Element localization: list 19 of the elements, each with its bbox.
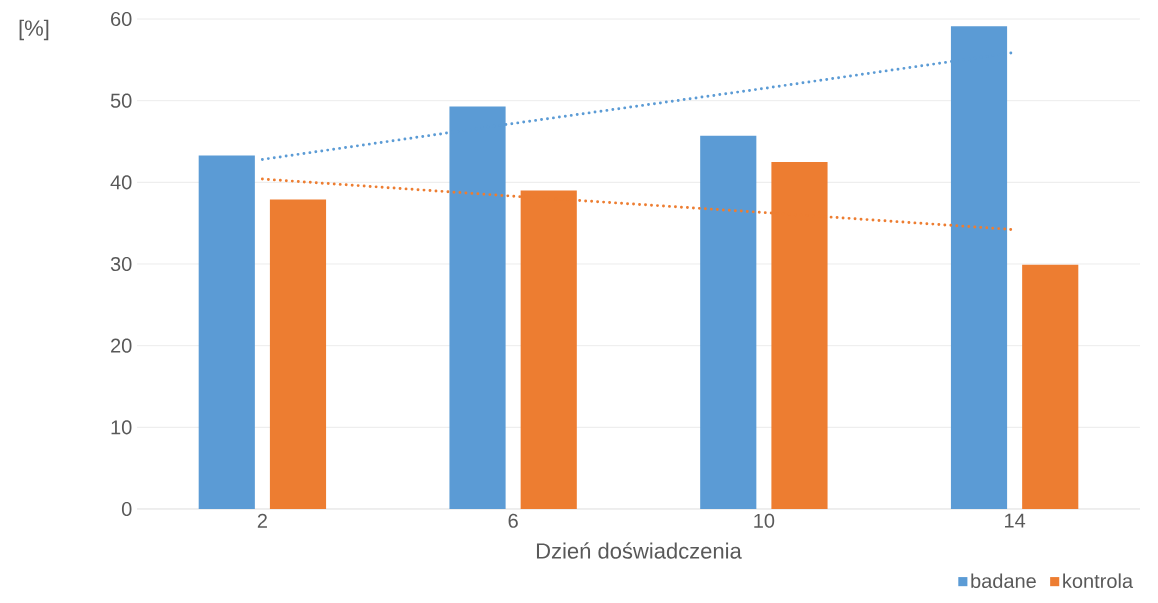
y-tick-label: 10: [111, 420, 132, 435]
bar: [1022, 264, 1079, 509]
y-tick-label: 50: [110, 93, 132, 108]
bar: [198, 155, 255, 509]
bar: [700, 135, 757, 509]
x-tick-label: 6: [508, 513, 518, 528]
bar: [269, 199, 327, 509]
y-tick-label: 40: [110, 175, 132, 190]
y-axis-title: [%]: [19, 19, 49, 41]
y-tick-label: 20: [111, 338, 132, 353]
y-tick-label: 30: [110, 256, 132, 272]
legend-label: kontrola: [1063, 573, 1134, 589]
y-tick-label: 60: [111, 11, 132, 27]
x-axis-title: Dzień doświadczenia: [536, 542, 742, 559]
legend-label: badane: [971, 573, 1036, 589]
x-tick-label: 2: [257, 513, 267, 528]
x-tick-label: 10: [754, 513, 775, 528]
y-tick-label: 0: [121, 501, 132, 517]
x-tick-label: 14: [1005, 513, 1026, 528]
